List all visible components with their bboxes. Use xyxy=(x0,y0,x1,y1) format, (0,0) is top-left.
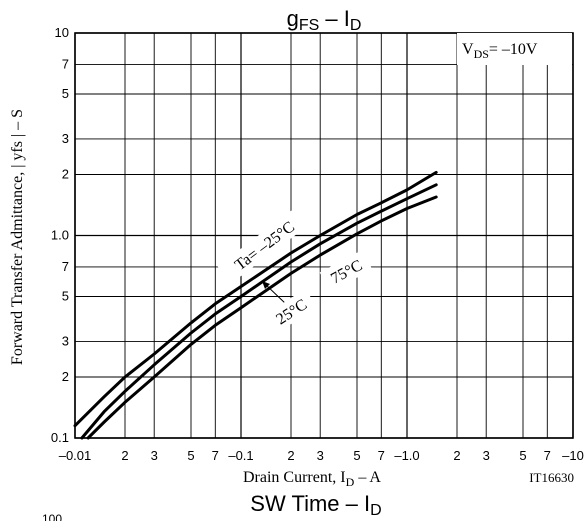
y-axis-label: Forward Transfer Admittance, | yfs | – S xyxy=(9,109,26,365)
series-line-0 xyxy=(73,170,438,428)
y-tick-labels: 0.1 2 3 5 7 1.0 2 3 5 7 10 xyxy=(51,25,69,445)
y-tick-label: 7 xyxy=(62,56,69,71)
x-tick-label: 7 xyxy=(544,448,551,463)
x-tick-labels: –0.01 2 3 5 7 –0.1 2 3 5 7 –1.0 2 3 5 7 –10 xyxy=(59,448,584,463)
x-tick-label: –10 xyxy=(562,448,584,463)
grid xyxy=(74,32,574,439)
y-tick-label: 5 xyxy=(62,289,69,304)
y-tick-label: 2 xyxy=(62,167,69,182)
x-tick-label: 3 xyxy=(151,448,158,463)
curve-label-pointer xyxy=(263,282,288,306)
x-tick-label: 2 xyxy=(121,448,128,463)
chart-title: gFS – ID xyxy=(287,6,362,34)
curve-label-25c: 25°C xyxy=(262,281,318,334)
x-tick-label: 3 xyxy=(483,448,490,463)
next-chart-y-tick: 100 xyxy=(42,512,62,521)
x-tick-label: 2 xyxy=(453,448,460,463)
curve-label-75c: 75°C xyxy=(319,250,373,292)
x-tick-label: 5 xyxy=(519,448,526,463)
condition-label: VDS= –10V xyxy=(462,41,538,61)
x-tick-label: –1.0 xyxy=(394,448,419,463)
x-tick-label: 7 xyxy=(378,448,385,463)
y-tick-label: 1.0 xyxy=(51,228,69,243)
series-line-2 xyxy=(86,195,438,440)
y-tick-label: 7 xyxy=(62,259,69,274)
next-chart-title: SW Time – ID xyxy=(250,491,381,519)
x-tick-label: –0.1 xyxy=(228,448,253,463)
x-axis-label: Drain Current, ID – A xyxy=(243,469,381,489)
y-tick-label: 3 xyxy=(62,131,69,146)
series-curves xyxy=(73,170,438,440)
x-tick-label: 3 xyxy=(317,448,324,463)
y-tick-label: 0.1 xyxy=(51,430,69,445)
x-tick-label: 5 xyxy=(187,448,194,463)
y-tick-label: 5 xyxy=(62,86,69,101)
x-tick-label: –0.01 xyxy=(59,448,92,463)
y-tick-label: 3 xyxy=(62,333,69,348)
x-tick-label: 7 xyxy=(212,448,219,463)
y-tick-label: 10 xyxy=(55,25,69,40)
x-tick-label: 5 xyxy=(353,448,360,463)
y-tick-label: 2 xyxy=(62,369,69,384)
plot-frame xyxy=(74,32,574,439)
x-tick-label: 2 xyxy=(287,448,294,463)
series-line-1 xyxy=(80,183,438,440)
figure-id: IT16630 xyxy=(529,470,574,485)
condition-box xyxy=(457,33,572,65)
